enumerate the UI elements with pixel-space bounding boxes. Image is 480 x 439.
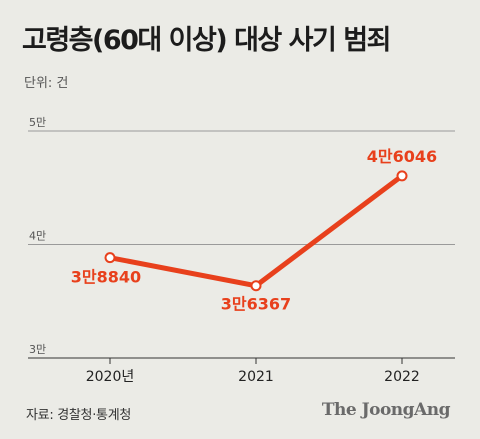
data-point xyxy=(104,252,116,264)
y-tick-label: 4만 xyxy=(29,230,46,243)
data-label: 3만6367 xyxy=(221,295,291,314)
chart-title: 고령층(60대 이상) 대상 사기 범죄 xyxy=(22,25,391,56)
series-line xyxy=(107,173,405,289)
y-tick-label: 3만 xyxy=(29,343,46,356)
data-label: 3만8840 xyxy=(71,268,141,287)
brand-logo: The JoongAng xyxy=(321,400,451,420)
y-tick-label: 5만 xyxy=(29,116,46,129)
source-note: 자료: 경찰청·통계청 xyxy=(26,408,132,423)
data-label: 4만6046 xyxy=(367,147,437,166)
x-tick-label: 2021 xyxy=(238,369,274,385)
unit-label: 단위: 건 xyxy=(24,76,69,91)
x-tick-label: 2022 xyxy=(384,369,420,385)
x-tick-label: 2020년 xyxy=(86,369,135,385)
data-point xyxy=(250,280,262,292)
data-point xyxy=(396,170,408,182)
